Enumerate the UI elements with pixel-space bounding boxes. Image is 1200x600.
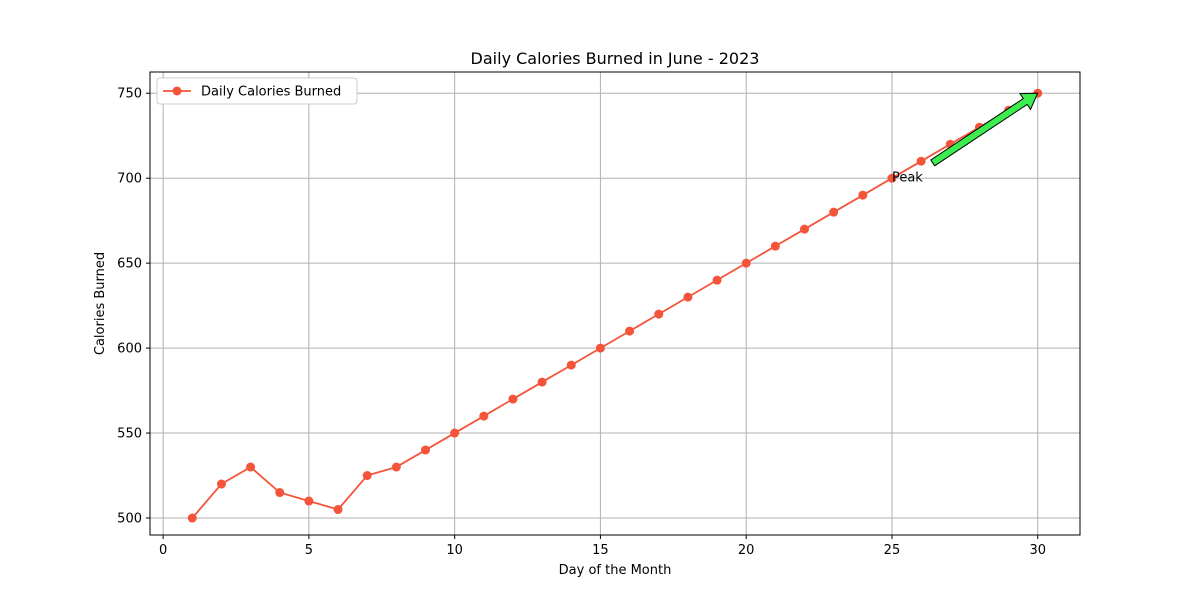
x-tick-label: 30 <box>1029 543 1046 558</box>
data-point <box>595 343 605 353</box>
plot-frame <box>149 71 1081 536</box>
x-tick-label: 25 <box>884 543 901 558</box>
annotation-layer: Peak <box>892 92 1039 186</box>
grid-lines <box>150 72 1080 535</box>
data-point <box>741 258 751 268</box>
legend-marker-swatch <box>172 86 182 96</box>
y-tick-label: 600 <box>117 342 142 357</box>
y-tick-label: 500 <box>117 512 142 527</box>
data-point <box>654 309 664 319</box>
data-point <box>450 428 460 438</box>
data-point <box>304 496 314 506</box>
x-axis-ticks: 0 5 10 15 20 25 30 <box>159 535 1046 558</box>
y-tick-label: 750 <box>117 87 142 102</box>
data-point <box>479 411 489 421</box>
y-axis-label: Calories Burned <box>93 252 108 355</box>
data-point <box>799 224 809 234</box>
x-tick-label: 0 <box>159 543 167 558</box>
x-tick-label: 5 <box>305 543 313 558</box>
x-axis-label: Day of the Month <box>559 563 672 578</box>
y-tick-label: 700 <box>117 172 142 187</box>
data-point <box>537 377 547 387</box>
data-point <box>683 292 693 302</box>
data-point <box>712 275 722 285</box>
data-point <box>391 462 401 472</box>
data-point <box>362 471 372 481</box>
data-point <box>508 394 518 404</box>
annotation-text: Peak <box>892 171 923 186</box>
data-point <box>421 445 431 455</box>
data-point <box>916 156 926 166</box>
data-point <box>625 326 635 336</box>
series-line <box>191 92 1039 519</box>
x-tick-label: 20 <box>738 543 755 558</box>
y-tick-label: 550 <box>117 427 142 442</box>
legend: Daily Calories Burned <box>156 77 358 105</box>
data-point <box>216 479 226 489</box>
legend-box <box>156 77 358 105</box>
data-point <box>246 462 256 472</box>
annotation-arrow <box>930 92 1039 167</box>
y-axis-ticks: 500 550 600 650 700 750 <box>117 87 150 527</box>
data-point <box>187 513 197 523</box>
x-tick-label: 10 <box>446 543 463 558</box>
data-point <box>858 190 868 200</box>
data-point <box>333 505 343 515</box>
chart-title: Daily Calories Burned in June - 2023 <box>471 49 760 68</box>
data-point <box>770 241 780 251</box>
y-tick-label: 650 <box>117 257 142 272</box>
series-layer <box>187 88 1043 523</box>
data-point <box>829 207 839 217</box>
x-tick-label: 15 <box>592 543 609 558</box>
data-point <box>275 488 285 498</box>
legend-label: Daily Calories Burned <box>201 85 341 100</box>
data-point <box>566 360 576 370</box>
data-point <box>887 173 897 183</box>
